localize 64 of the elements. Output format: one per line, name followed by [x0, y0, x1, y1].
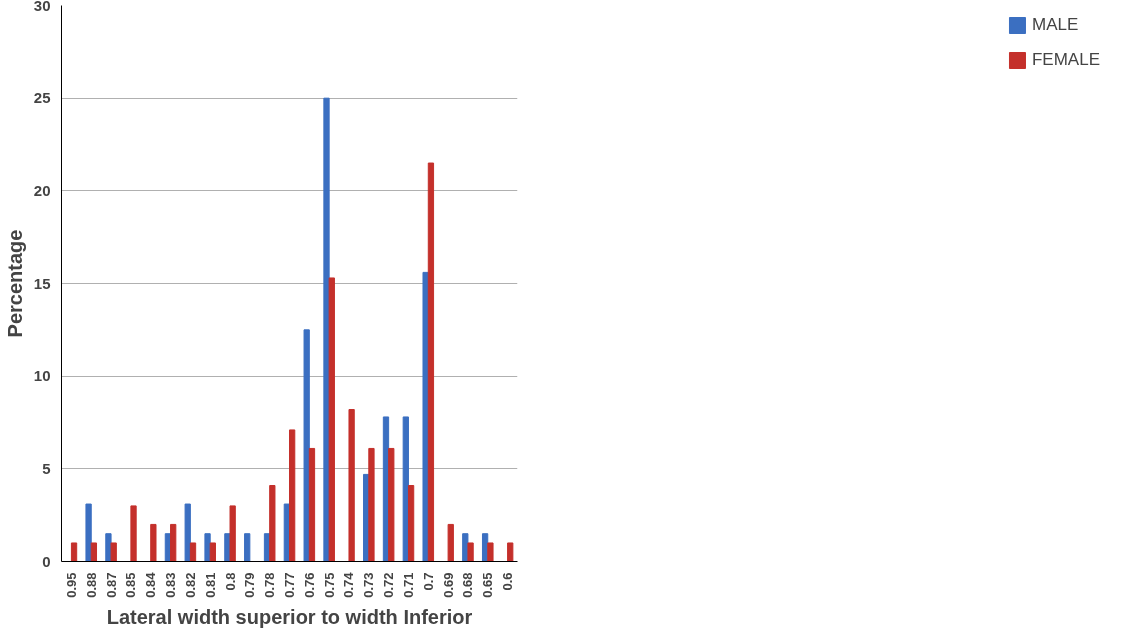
bar: [388, 447, 395, 562]
bar: [308, 447, 316, 562]
bar: [110, 542, 117, 562]
x-tick-label: 0.78: [262, 572, 278, 598]
y-axis-title: Percentage: [3, 229, 26, 338]
bar: [105, 533, 112, 562]
x-tick-label: 0.95: [63, 572, 79, 598]
x-tick-label: 0.72: [381, 572, 397, 598]
bar: [209, 542, 216, 562]
x-tick-label: 0.69: [440, 572, 456, 598]
x-tick-label: 0.6: [500, 572, 516, 591]
x-tick-label: 0.87: [103, 572, 119, 598]
bar: [487, 542, 494, 562]
x-tick-label: 0.75: [321, 572, 337, 598]
x-tick-label: 0.79: [242, 572, 258, 598]
bar: [368, 447, 375, 562]
x-axis-title: Lateral width superior to width Inferior: [106, 605, 473, 628]
legend-label: MALE: [1031, 15, 1079, 35]
x-tick-label: 0.73: [361, 572, 377, 598]
bar: [407, 485, 415, 562]
bar: [90, 542, 98, 562]
bar: [323, 97, 330, 562]
bar: [467, 542, 474, 562]
x-tick-label: 0.77: [282, 572, 297, 598]
bar: [85, 503, 92, 562]
x-tick-label: 0.68: [460, 572, 476, 598]
bar: [70, 542, 78, 562]
bar: [189, 542, 197, 562]
bar: [507, 542, 514, 562]
x-tick-label: 0.7: [420, 572, 436, 591]
x-tick-label: 0.88: [83, 572, 99, 598]
y-tick-label: 10: [33, 367, 51, 385]
legend-label: FEMALE: [1031, 50, 1100, 70]
x-tick-label: 0.71: [400, 572, 416, 598]
bar: [204, 533, 211, 562]
y-tick-label: 15: [33, 274, 51, 292]
x-tick-label: 0.82: [182, 572, 198, 598]
bar: [130, 505, 137, 562]
y-tick-label: 20: [33, 181, 51, 199]
bar: [229, 505, 236, 562]
x-tick-label: 0.85: [123, 572, 139, 598]
bar: [269, 485, 276, 562]
bar: [244, 533, 251, 562]
y-tick-label: 0: [42, 552, 51, 570]
x-tick-label: 0.83: [163, 572, 179, 598]
x-tick-label: 0.76: [301, 572, 317, 598]
x-tick-label: 0.84: [143, 571, 159, 598]
bar: [170, 523, 177, 562]
x-tick-label: 0.74: [341, 571, 357, 598]
bar: [150, 523, 157, 562]
x-tick-label: 0.65: [480, 572, 496, 598]
bar: [348, 409, 355, 562]
x-tick-label: 0.81: [202, 572, 218, 598]
x-tick-label: 0.8: [222, 572, 238, 591]
bar: [303, 329, 310, 562]
bar: [422, 271, 429, 562]
bar: [328, 277, 335, 562]
y-tick-label: 25: [33, 89, 51, 107]
bar: [447, 523, 454, 562]
bar: [184, 503, 191, 562]
y-tick-label: 5: [42, 459, 51, 477]
bar: [289, 429, 296, 562]
bar: [427, 162, 435, 562]
y-tick-label: 30: [33, 0, 51, 14]
